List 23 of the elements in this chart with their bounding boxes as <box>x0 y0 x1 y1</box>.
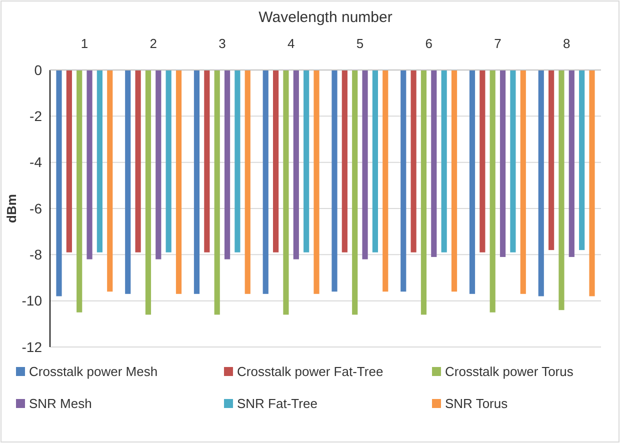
legend-label: Crosstalk power Fat-Tree <box>237 364 384 379</box>
y-tick-label: -8 <box>30 246 42 263</box>
x-tick-label: 8 <box>562 36 570 51</box>
y-tick-label: 0 <box>34 62 42 78</box>
x-tick-label: 5 <box>356 36 364 51</box>
legend-label: SNR Mesh <box>29 396 92 411</box>
x-axis-title: Wavelength number <box>258 9 392 26</box>
y-tick-label: -6 <box>30 200 42 216</box>
x-tick-label: 6 <box>425 36 432 51</box>
y-tick-label: -4 <box>30 154 42 170</box>
legend-label: Crosstalk power Mesh <box>29 364 158 379</box>
legend-label: Crosstalk power Torus <box>445 364 574 379</box>
x-tick-label: 7 <box>494 36 502 51</box>
legend-label: SNR Fat-Tree <box>237 396 318 411</box>
x-tick-label: 1 <box>80 36 88 51</box>
y-tick-label: -2 <box>30 108 42 124</box>
y-tick-label: -12 <box>22 338 42 355</box>
y-tick-label: -10 <box>22 292 42 309</box>
y-axis-title: dBm <box>4 194 19 223</box>
x-tick-label: 2 <box>150 36 157 51</box>
x-tick-label: 4 <box>287 36 295 51</box>
x-tick-label: 3 <box>218 36 226 51</box>
legend-label: SNR Torus <box>445 396 508 411</box>
